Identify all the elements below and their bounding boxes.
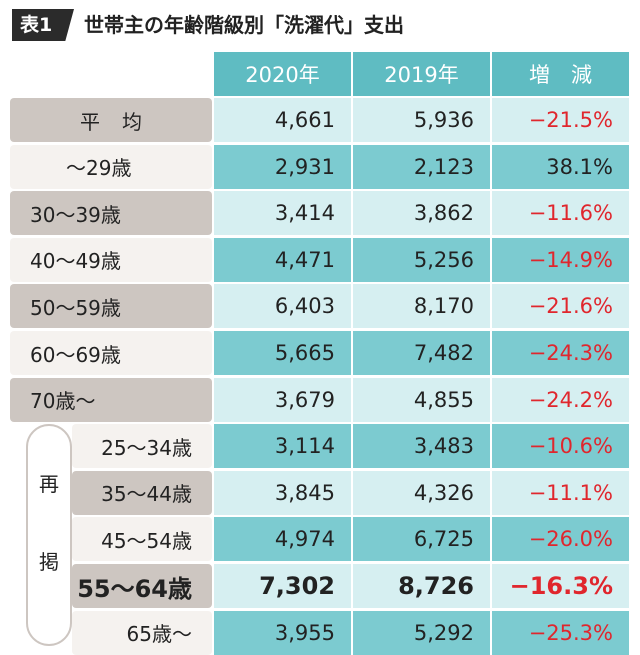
table-cell: 3,955 [214, 610, 351, 655]
table-number-badge: 表1 [12, 9, 74, 41]
table-cell: 5,292 [353, 610, 490, 655]
table-cell: 5,256 [353, 237, 490, 282]
table-cell: 3,414 [214, 191, 351, 236]
column-header-2: 2019年 [353, 52, 490, 96]
table-cell: 8,726 [353, 564, 490, 608]
table-cell: 6,403 [214, 284, 351, 329]
table-cell: 4,661 [214, 98, 351, 142]
table-cell: 4,326 [353, 470, 490, 515]
row-label: 35～44歳 [72, 470, 212, 515]
table-cell: −11.1% [492, 470, 629, 515]
table-cell: 7,302 [214, 564, 351, 608]
table-cell: 3,114 [214, 424, 351, 469]
row-label: 45～54歳 [72, 517, 212, 562]
row-label: 30～39歳 [10, 191, 212, 236]
table-cell: 3,862 [353, 191, 490, 236]
table-cell: 3,679 [214, 377, 351, 422]
row-label: 60～69歳 [10, 331, 212, 375]
title-bar: 表1 世帯主の年齢階級別「洗濯代」支出 [0, 0, 640, 46]
table-cell: 5,665 [214, 331, 351, 375]
table-cell: 3,483 [353, 424, 490, 469]
sub-group-bracket [26, 424, 72, 646]
row-label: 平均 [10, 98, 212, 142]
table-cell: 8,170 [353, 284, 490, 329]
table-cell: 4,471 [214, 237, 351, 282]
table-cell: −16.3% [492, 564, 629, 608]
table-cell: 38.1% [492, 144, 629, 189]
row-label: 70歳～ [10, 377, 212, 422]
row-label: 25～34歳 [72, 424, 212, 469]
table-cell: 5,936 [353, 98, 490, 142]
bracket-label: 掲 [39, 550, 59, 574]
table-cell: −24.3% [492, 331, 629, 375]
table-cell: −10.6% [492, 424, 629, 469]
table-cell: −21.6% [492, 284, 629, 329]
table-cell: 3,845 [214, 470, 351, 515]
column-header-1: 2020年 [214, 52, 351, 96]
table-cell: −25.3% [492, 610, 629, 655]
table-cell: −21.5% [492, 98, 629, 142]
table-cell: −14.9% [492, 237, 629, 282]
table-cell: 2,931 [214, 144, 351, 189]
row-label: 40～49歳 [10, 237, 212, 282]
table-cell: 7,482 [353, 331, 490, 375]
column-header-3: 増 減 [492, 52, 629, 96]
table-cell: −11.6% [492, 191, 629, 236]
bracket-label: 再 [39, 472, 59, 496]
row-label: 50～59歳 [10, 284, 212, 329]
table-title: 世帯主の年齢階級別「洗濯代」支出 [84, 13, 404, 37]
row-label: ～29歳 [10, 144, 212, 189]
table-cell: 4,855 [353, 377, 490, 422]
table-cell: 6,725 [353, 517, 490, 562]
row-label: 55～64歳 [72, 564, 212, 608]
table-cell: −24.2% [492, 377, 629, 422]
table-cell: 4,974 [214, 517, 351, 562]
table-cell: 2,123 [353, 144, 490, 189]
table-cell: −26.0% [492, 517, 629, 562]
row-label: 65歳～ [72, 610, 212, 655]
